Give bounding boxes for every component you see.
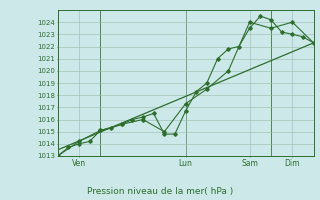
Text: Pression niveau de la mer( hPa ): Pression niveau de la mer( hPa ) <box>87 187 233 196</box>
